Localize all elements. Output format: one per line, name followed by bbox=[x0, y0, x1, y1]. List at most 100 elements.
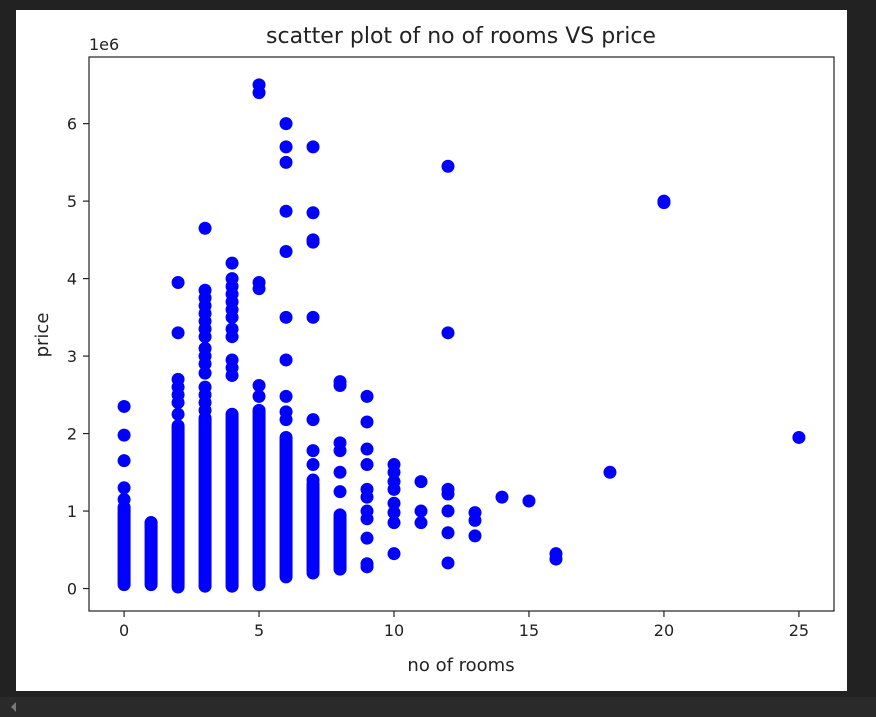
scatter-point bbox=[198, 357, 212, 371]
scatter-point bbox=[279, 413, 293, 427]
dense-point-column-8 bbox=[333, 508, 347, 576]
scatter-point bbox=[117, 454, 131, 468]
dense-point-column-0 bbox=[117, 500, 131, 592]
x-tick-label: 15 bbox=[519, 621, 539, 640]
scatter-point bbox=[279, 310, 293, 324]
scatter-point bbox=[414, 516, 428, 530]
y-tick-label: 5 bbox=[67, 192, 77, 211]
scatter-point bbox=[360, 490, 374, 504]
scatter-point bbox=[468, 529, 482, 543]
scatter-point bbox=[306, 473, 320, 487]
scatter-point bbox=[387, 496, 401, 510]
scatter-point bbox=[387, 482, 401, 496]
scatter-point bbox=[171, 407, 185, 421]
x-tick-label: 10 bbox=[384, 621, 404, 640]
y-tick-label: 1 bbox=[67, 502, 77, 521]
scatter-point bbox=[279, 140, 293, 154]
scatter-point bbox=[117, 399, 131, 413]
scatter-point bbox=[279, 389, 293, 403]
scatter-point bbox=[306, 310, 320, 324]
x-axis-label: no of rooms bbox=[407, 655, 514, 676]
scatter-point bbox=[441, 487, 455, 501]
x-tick-label: 25 bbox=[789, 621, 809, 640]
scatter-point bbox=[225, 330, 239, 344]
scatter-point bbox=[279, 244, 293, 258]
chart-title: scatter plot of no of rooms VS price bbox=[266, 24, 656, 49]
y-axis-label: price bbox=[32, 313, 53, 358]
scatter-point bbox=[306, 206, 320, 220]
scatter-point bbox=[333, 379, 347, 393]
y-tick-label: 3 bbox=[67, 347, 77, 366]
scatter-point bbox=[198, 221, 212, 235]
plot-frame bbox=[88, 56, 835, 612]
scatter-point bbox=[414, 475, 428, 489]
scatter-point bbox=[441, 556, 455, 570]
scatter-point bbox=[225, 310, 239, 324]
scatter-point bbox=[603, 465, 617, 479]
x-tick-label: 0 bbox=[119, 621, 129, 640]
scatter-point bbox=[306, 235, 320, 249]
scatter-point bbox=[333, 465, 347, 479]
scatter-point bbox=[387, 465, 401, 479]
scatter-point bbox=[441, 326, 455, 340]
dense-point-column-3 bbox=[198, 411, 212, 593]
scatter-point bbox=[333, 485, 347, 499]
scatter-point bbox=[198, 330, 212, 344]
scatter-point bbox=[117, 428, 131, 442]
y-tick-label: 4 bbox=[67, 270, 77, 289]
scatter-point bbox=[306, 458, 320, 472]
scatter-point bbox=[279, 155, 293, 169]
y-axis-offset-label: 1e6 bbox=[89, 35, 119, 54]
scatter-point bbox=[252, 282, 266, 296]
scatter-point bbox=[198, 366, 212, 380]
scatter-point bbox=[306, 444, 320, 458]
scatter-point bbox=[522, 494, 536, 508]
scatter-point bbox=[360, 415, 374, 429]
scatter-points bbox=[117, 78, 806, 594]
scatter-point bbox=[495, 490, 509, 504]
dense-point-column-5 bbox=[252, 403, 266, 592]
scatter-point bbox=[360, 531, 374, 545]
horizontal-scrollbar[interactable] bbox=[0, 697, 876, 717]
scatter-point bbox=[468, 513, 482, 527]
x-tick-label: 5 bbox=[254, 621, 264, 640]
scatter-point bbox=[225, 368, 239, 382]
scatter-point bbox=[171, 275, 185, 289]
y-tick-label: 2 bbox=[67, 425, 77, 444]
scatter-point bbox=[792, 430, 806, 444]
scatter-point bbox=[144, 520, 158, 534]
dense-point-column-7 bbox=[306, 477, 320, 580]
y-tick-label: 0 bbox=[67, 580, 77, 599]
scatter-point bbox=[414, 504, 428, 518]
scatter-point bbox=[360, 389, 374, 403]
x-tick-label: 20 bbox=[654, 621, 674, 640]
scatter-point bbox=[198, 403, 212, 417]
scatter-point bbox=[252, 389, 266, 403]
dense-point-column-1 bbox=[144, 516, 158, 592]
scatter-point bbox=[279, 204, 293, 218]
scatter-point bbox=[441, 159, 455, 173]
scatter-point bbox=[171, 396, 185, 410]
scatter-point bbox=[252, 379, 266, 393]
scatter-point bbox=[657, 196, 671, 210]
scatter-point bbox=[306, 413, 320, 427]
dense-point-column-2 bbox=[171, 419, 185, 594]
scatter-point bbox=[252, 86, 266, 100]
scatter-point bbox=[117, 492, 131, 506]
dense-point-column-6 bbox=[279, 430, 293, 584]
x-axis-ticks: 0 5 10 15 20 25 bbox=[119, 611, 809, 640]
scatter-point bbox=[387, 506, 401, 520]
y-axis-ticks: 0 1 2 3 4 5 6 bbox=[67, 115, 89, 599]
dense-point-column-4 bbox=[225, 407, 239, 593]
scatter-point bbox=[306, 140, 320, 154]
scatter-point bbox=[360, 442, 374, 456]
scatter-point bbox=[387, 516, 401, 530]
scatter-point bbox=[225, 256, 239, 270]
scatter-point bbox=[117, 481, 131, 495]
y-tick-label: 6 bbox=[67, 115, 77, 134]
scatter-point bbox=[279, 353, 293, 367]
notebook-output-cell: 0 5 10 15 20 25 0 1 2 3 4 5 6 scatter plot of no of… bbox=[16, 10, 847, 691]
scatter-point bbox=[333, 444, 347, 458]
scatter-point bbox=[441, 504, 455, 518]
scroll-left-arrow-icon[interactable] bbox=[11, 702, 16, 712]
